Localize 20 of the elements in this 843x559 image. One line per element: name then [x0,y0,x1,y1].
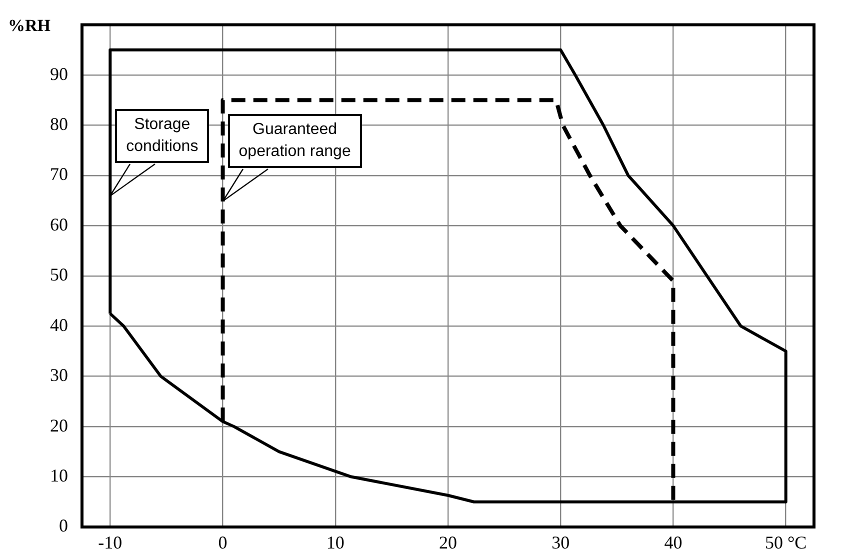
y-tick-label: 50 [50,264,68,285]
y-tick-label: 60 [50,214,68,234]
y-tick-label: 80 [50,114,68,134]
x-tick-label: 50 °C [764,532,807,553]
y-axis-title: %RH [8,16,50,36]
x-tick-label: -10 [98,532,122,553]
y-tick-label: 30 [50,365,68,386]
x-tick-label: 40 [664,532,682,553]
y-tick-label: 20 [50,415,68,436]
x-tick-label: 0 [218,532,228,553]
annotation: Guaranteed operation range [228,114,362,168]
x-tick-label: 10 [326,532,344,553]
x-tick-label: 20 [439,532,457,553]
y-tick-label: 0 [59,516,68,536]
y-tick-label: 70 [50,164,68,184]
y-tick-label: 40 [50,314,68,335]
annotation: Storage conditions [115,108,210,163]
y-tick-label: 10 [50,466,68,486]
y-tick-label: 90 [50,64,68,84]
x-tick-label: 30 [552,532,570,553]
